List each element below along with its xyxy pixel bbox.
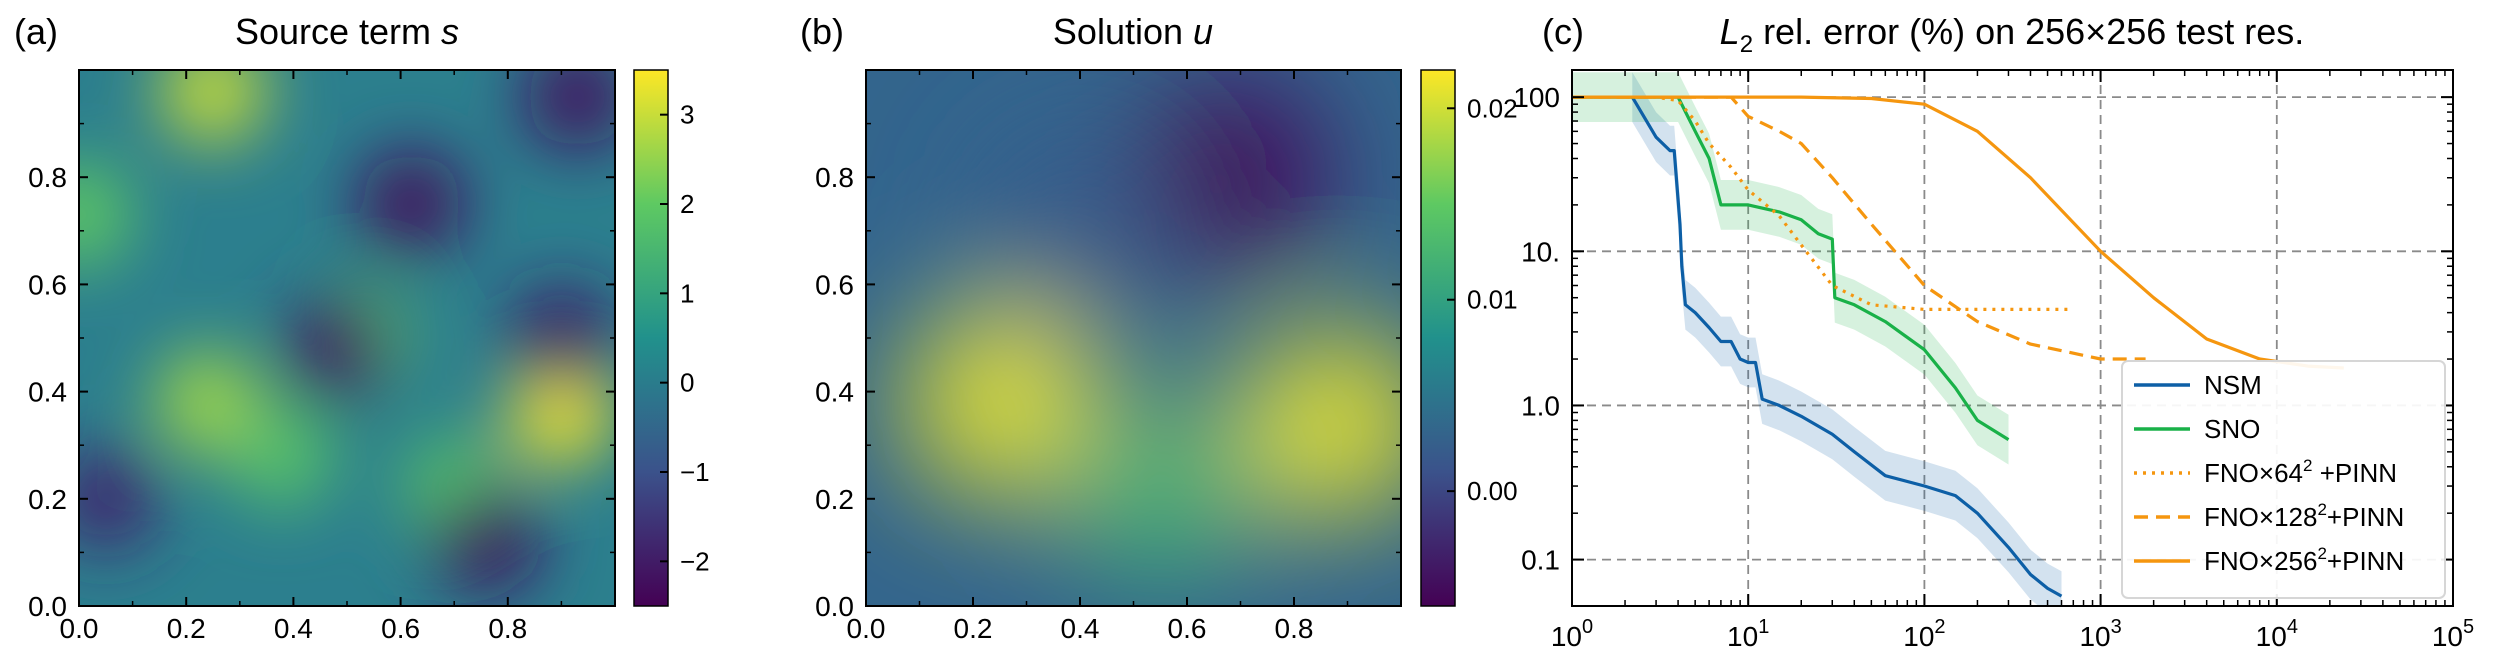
legend: NSM SNO FNO×642 +PINN FNO×1282+PINN FNO×2562… bbox=[2121, 360, 2446, 599]
panel-c-ytick-label: 1.0 bbox=[1521, 390, 1560, 421]
panel-a-xtick-label: 0.4 bbox=[274, 613, 313, 644]
panel-b-ytick-label: 0.6 bbox=[815, 269, 854, 300]
panel-b-title: Solution u bbox=[1053, 11, 1213, 52]
panel-c-error-plot: (c) L2 rel. error (%) on 256×256 test re… bbox=[1513, 11, 2474, 652]
panel-a-colorbar bbox=[633, 69, 669, 607]
panel-b-tag: (b) bbox=[800, 11, 844, 52]
series-line-0 bbox=[1630, 96, 2063, 598]
heatmap-spot-7 bbox=[359, 152, 464, 256]
heatmap-spot-2 bbox=[1065, 393, 1256, 584]
panel-a-title: Source term s bbox=[235, 11, 459, 52]
panel-a-source-term: (a) Source term s 0.00.0 0.2 0.2 0.4 0.4 0.6 0… bbox=[14, 11, 710, 644]
series-band-0 bbox=[1632, 72, 2062, 606]
heatmap-spot-1 bbox=[161, 70, 265, 144]
panel-b-xtick-label: 0.0 bbox=[847, 613, 886, 644]
panel-c-xtick-label: 103 bbox=[2079, 616, 2121, 652]
legend-label-4: FNO×2562+PINN bbox=[2204, 544, 2404, 576]
colorbar-b-tick-label: 0.02 bbox=[1467, 93, 1518, 123]
panel-a-ytick-label: 0.2 bbox=[28, 484, 67, 515]
colorbar-a-tick-label: 2 bbox=[680, 189, 694, 219]
heatmap-spot-9 bbox=[434, 489, 539, 594]
panel-a-ytick-label: 0.4 bbox=[28, 377, 67, 408]
panel-c-xtick-label: 102 bbox=[1903, 616, 1945, 652]
panel-c-xtick-label: 101 bbox=[1727, 616, 1769, 652]
panel-a-xtick-label: 0.8 bbox=[488, 613, 527, 644]
heatmap-spot-10 bbox=[525, 70, 615, 149]
heatmap-spot-8 bbox=[284, 296, 389, 401]
legend-label-3: FNO×1282+PINN bbox=[2204, 500, 2404, 532]
colorbar-a-tick-label: 1 bbox=[680, 278, 694, 308]
heatmap-spot-4 bbox=[985, 135, 1175, 326]
legend-label-1: SNO bbox=[2204, 414, 2260, 444]
legend-box bbox=[2121, 360, 2446, 599]
heatmap-spot-11 bbox=[79, 446, 158, 551]
colorbar-b-tick-label: 0.01 bbox=[1467, 285, 1518, 315]
series-line-1 bbox=[1572, 95, 2010, 441]
panel-a-xtick-label: 0.6 bbox=[381, 613, 420, 644]
panel-c-ytick-label: 100 bbox=[1513, 82, 1560, 113]
colorbar-b-tick-label: 0.00 bbox=[1467, 476, 1518, 506]
panel-b-solution: (b) Solution u 0.00.0 0.2 0.2 0.4 0.4 0.6 0.6 0… bbox=[800, 11, 1518, 644]
panel-a-tag: (a) bbox=[14, 11, 58, 52]
legend-label-0: NSM bbox=[2204, 370, 2262, 400]
series-band-1 bbox=[1572, 72, 2009, 465]
heatmap-spot-2 bbox=[155, 350, 260, 455]
heatmap-spot-1 bbox=[1241, 328, 1401, 519]
colorbar-a-tick-label: −1 bbox=[680, 457, 710, 487]
panel-a-ytick-label: 0.6 bbox=[28, 269, 67, 300]
panel-c-ytick-label: 10. bbox=[1521, 236, 1560, 267]
panel-c-frame bbox=[1571, 69, 2454, 607]
panel-b-ytick-label: 0.2 bbox=[815, 484, 854, 515]
panel-b-xtick-label: 0.2 bbox=[954, 613, 993, 644]
panel-a-xtick-label: 0.0 bbox=[60, 613, 99, 644]
panel-b-colorbar bbox=[1420, 69, 1456, 607]
heatmap-spot-12 bbox=[509, 286, 614, 390]
panel-b-ytick-label: 0.0 bbox=[815, 591, 854, 622]
heatmap-spot-3 bbox=[1134, 82, 1325, 273]
heatmap-spot-0 bbox=[904, 307, 1095, 498]
panel-c-title: L2 rel. error (%) on 256×256 test res. bbox=[1720, 11, 2305, 58]
panel-a-ytick-label: 0.0 bbox=[28, 591, 67, 622]
colorbar-a-tick-label: 3 bbox=[680, 100, 694, 130]
heatmap-spot-0 bbox=[509, 361, 614, 466]
panel-b-xtick-label: 0.8 bbox=[1275, 613, 1314, 644]
source-heatmap bbox=[79, 70, 615, 606]
heatmap-spot-5 bbox=[79, 162, 131, 267]
panel-c-xtick-label: 105 bbox=[2432, 616, 2474, 652]
panel-b-ytick-label: 0.8 bbox=[815, 162, 854, 193]
legend-label-2: FNO×642 +PINN bbox=[2204, 456, 2397, 488]
panel-b-ytick-label: 0.4 bbox=[815, 377, 854, 408]
solution-heatmap bbox=[866, 70, 1401, 606]
panel-b-xtick-label: 0.4 bbox=[1061, 613, 1100, 644]
heatmap-spot-6 bbox=[230, 403, 335, 508]
panel-a-ytick-label: 0.8 bbox=[28, 162, 67, 193]
panel-c-xtick-label: 104 bbox=[2256, 616, 2298, 652]
panel-a-xtick-label: 0.2 bbox=[167, 613, 206, 644]
panel-c-xtick-label: 100 bbox=[1551, 616, 1593, 652]
series-line-3 bbox=[1572, 95, 2146, 361]
panel-c-tag: (c) bbox=[1542, 11, 1584, 52]
panel-c-ytick-label: 0.1 bbox=[1521, 545, 1560, 576]
colorbar-a-tick-label: −2 bbox=[680, 546, 710, 576]
colorbar-a-tick-label: 0 bbox=[680, 368, 694, 398]
panel-b-xtick-label: 0.6 bbox=[1168, 613, 1207, 644]
